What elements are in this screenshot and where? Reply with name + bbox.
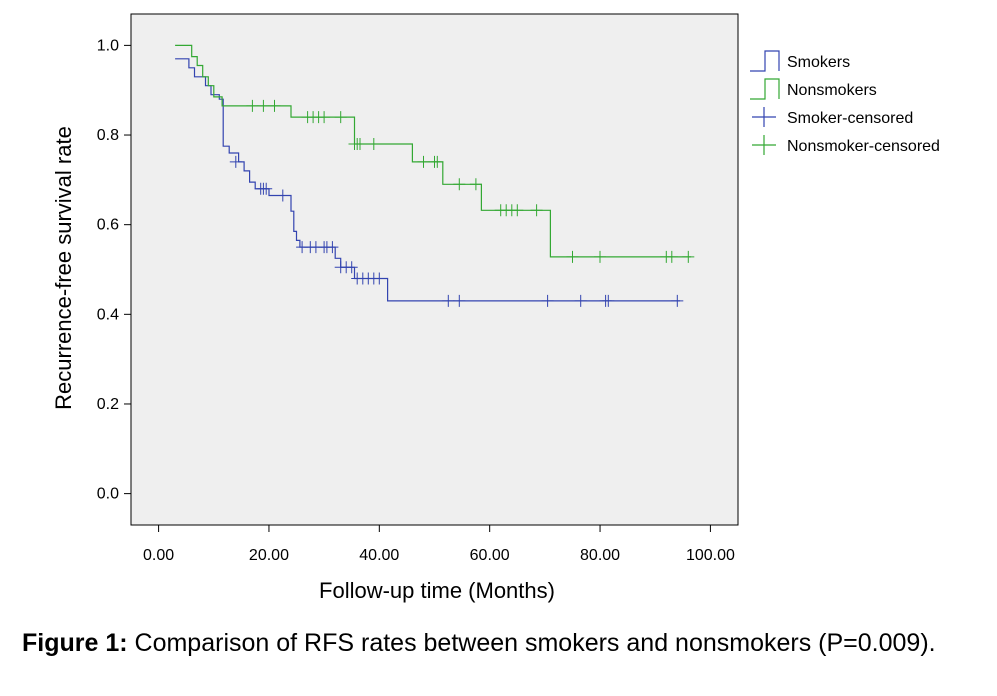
nonsmokers-censor-mark xyxy=(530,204,543,217)
smokers-censor-mark xyxy=(602,294,615,307)
plot-area xyxy=(130,13,739,526)
x-tick-label: 0.00 xyxy=(143,547,174,564)
x-tick-label: 40.00 xyxy=(359,547,399,564)
nonsmokers-censor-mark xyxy=(682,250,695,263)
nonsmokers-censor-mark xyxy=(417,155,430,168)
nonsmokers-censor-mark xyxy=(453,178,466,191)
caption-label: Figure 1: xyxy=(22,629,128,657)
smokers-censor-mark xyxy=(229,155,242,168)
smokers-censor-mark xyxy=(345,261,358,274)
smokers-legend-label: Smokers xyxy=(787,54,850,71)
nonsmokers-censor-mark xyxy=(334,111,347,124)
y-tick-label: 0.0 xyxy=(97,486,119,503)
nonsmokers-censor-mark xyxy=(246,99,259,112)
nonsmoker-censored-legend-symbol xyxy=(752,135,776,155)
smokers-legend-symbol xyxy=(750,50,780,72)
nonsmokers-censor-mark xyxy=(431,155,444,168)
smokers-censor-mark xyxy=(442,294,455,307)
figure-caption: Figure 1: Comparison of RFS rates betwee… xyxy=(22,629,984,658)
axes: 0.00 20.00 40.00 60.00 80.00 100.00 0.0 0.2 0.4 0… xyxy=(97,37,735,564)
x-tick-label: 100.00 xyxy=(686,547,735,564)
nonsmokers-censor-mark xyxy=(469,178,482,191)
x-tick-label: 80.00 xyxy=(580,547,620,564)
y-tick-label: 1.0 xyxy=(97,37,119,54)
x-tick-label: 20.00 xyxy=(249,547,289,564)
y-axis-label: Recurrence-free survival rate xyxy=(51,126,76,410)
nonsmoker-censored-legend-label: Nonsmoker-censored xyxy=(787,138,940,155)
x-tick-label: 60.00 xyxy=(470,547,510,564)
x-axis-label: Follow-up time (Months) xyxy=(319,578,555,603)
smoker-censored-legend-label: Smoker-censored xyxy=(787,110,913,127)
smokers-censor-mark xyxy=(453,294,466,307)
y-tick-label: 0.4 xyxy=(97,306,119,323)
smokers-censor-mark xyxy=(260,182,273,195)
nonsmokers-censor-mark xyxy=(257,99,270,112)
smokers-censor-mark xyxy=(276,189,289,202)
smokers-censor-mark xyxy=(373,272,386,285)
nonsmokers-legend-label: Nonsmokers xyxy=(787,82,877,99)
km-chart: 0.00 20.00 40.00 60.00 80.00 100.00 0.0 0.2 0.4 0… xyxy=(51,13,940,603)
y-tick-label: 0.8 xyxy=(97,127,119,144)
nonsmokers-censor-mark xyxy=(318,111,331,124)
smoker-censored-legend-symbol xyxy=(752,107,776,127)
nonsmokers-censor-mark xyxy=(268,99,281,112)
smokers-censor-mark xyxy=(671,294,684,307)
smokers-censor-mark xyxy=(326,241,339,254)
nonsmokers-censor-mark xyxy=(665,250,678,263)
nonsmokers-censor-mark xyxy=(354,138,366,150)
nonsmokers-censor-mark xyxy=(566,250,579,263)
nonsmokers-censor-mark xyxy=(367,138,380,150)
caption-text: Comparison of RFS rates between smokers … xyxy=(127,629,936,657)
y-tick-label: 0.6 xyxy=(97,217,119,234)
smokers-censor-mark xyxy=(541,294,554,307)
nonsmokers-censor-mark xyxy=(511,204,524,217)
y-tick-label: 0.2 xyxy=(97,396,119,413)
censor-marks xyxy=(229,99,695,307)
nonsmokers-legend-symbol xyxy=(750,78,780,100)
legend: Smokers Nonsmokers Smoker-censored Nonsmoke… xyxy=(750,50,940,155)
smokers-censor-mark xyxy=(574,294,587,307)
nonsmokers-censor-mark xyxy=(594,250,606,263)
